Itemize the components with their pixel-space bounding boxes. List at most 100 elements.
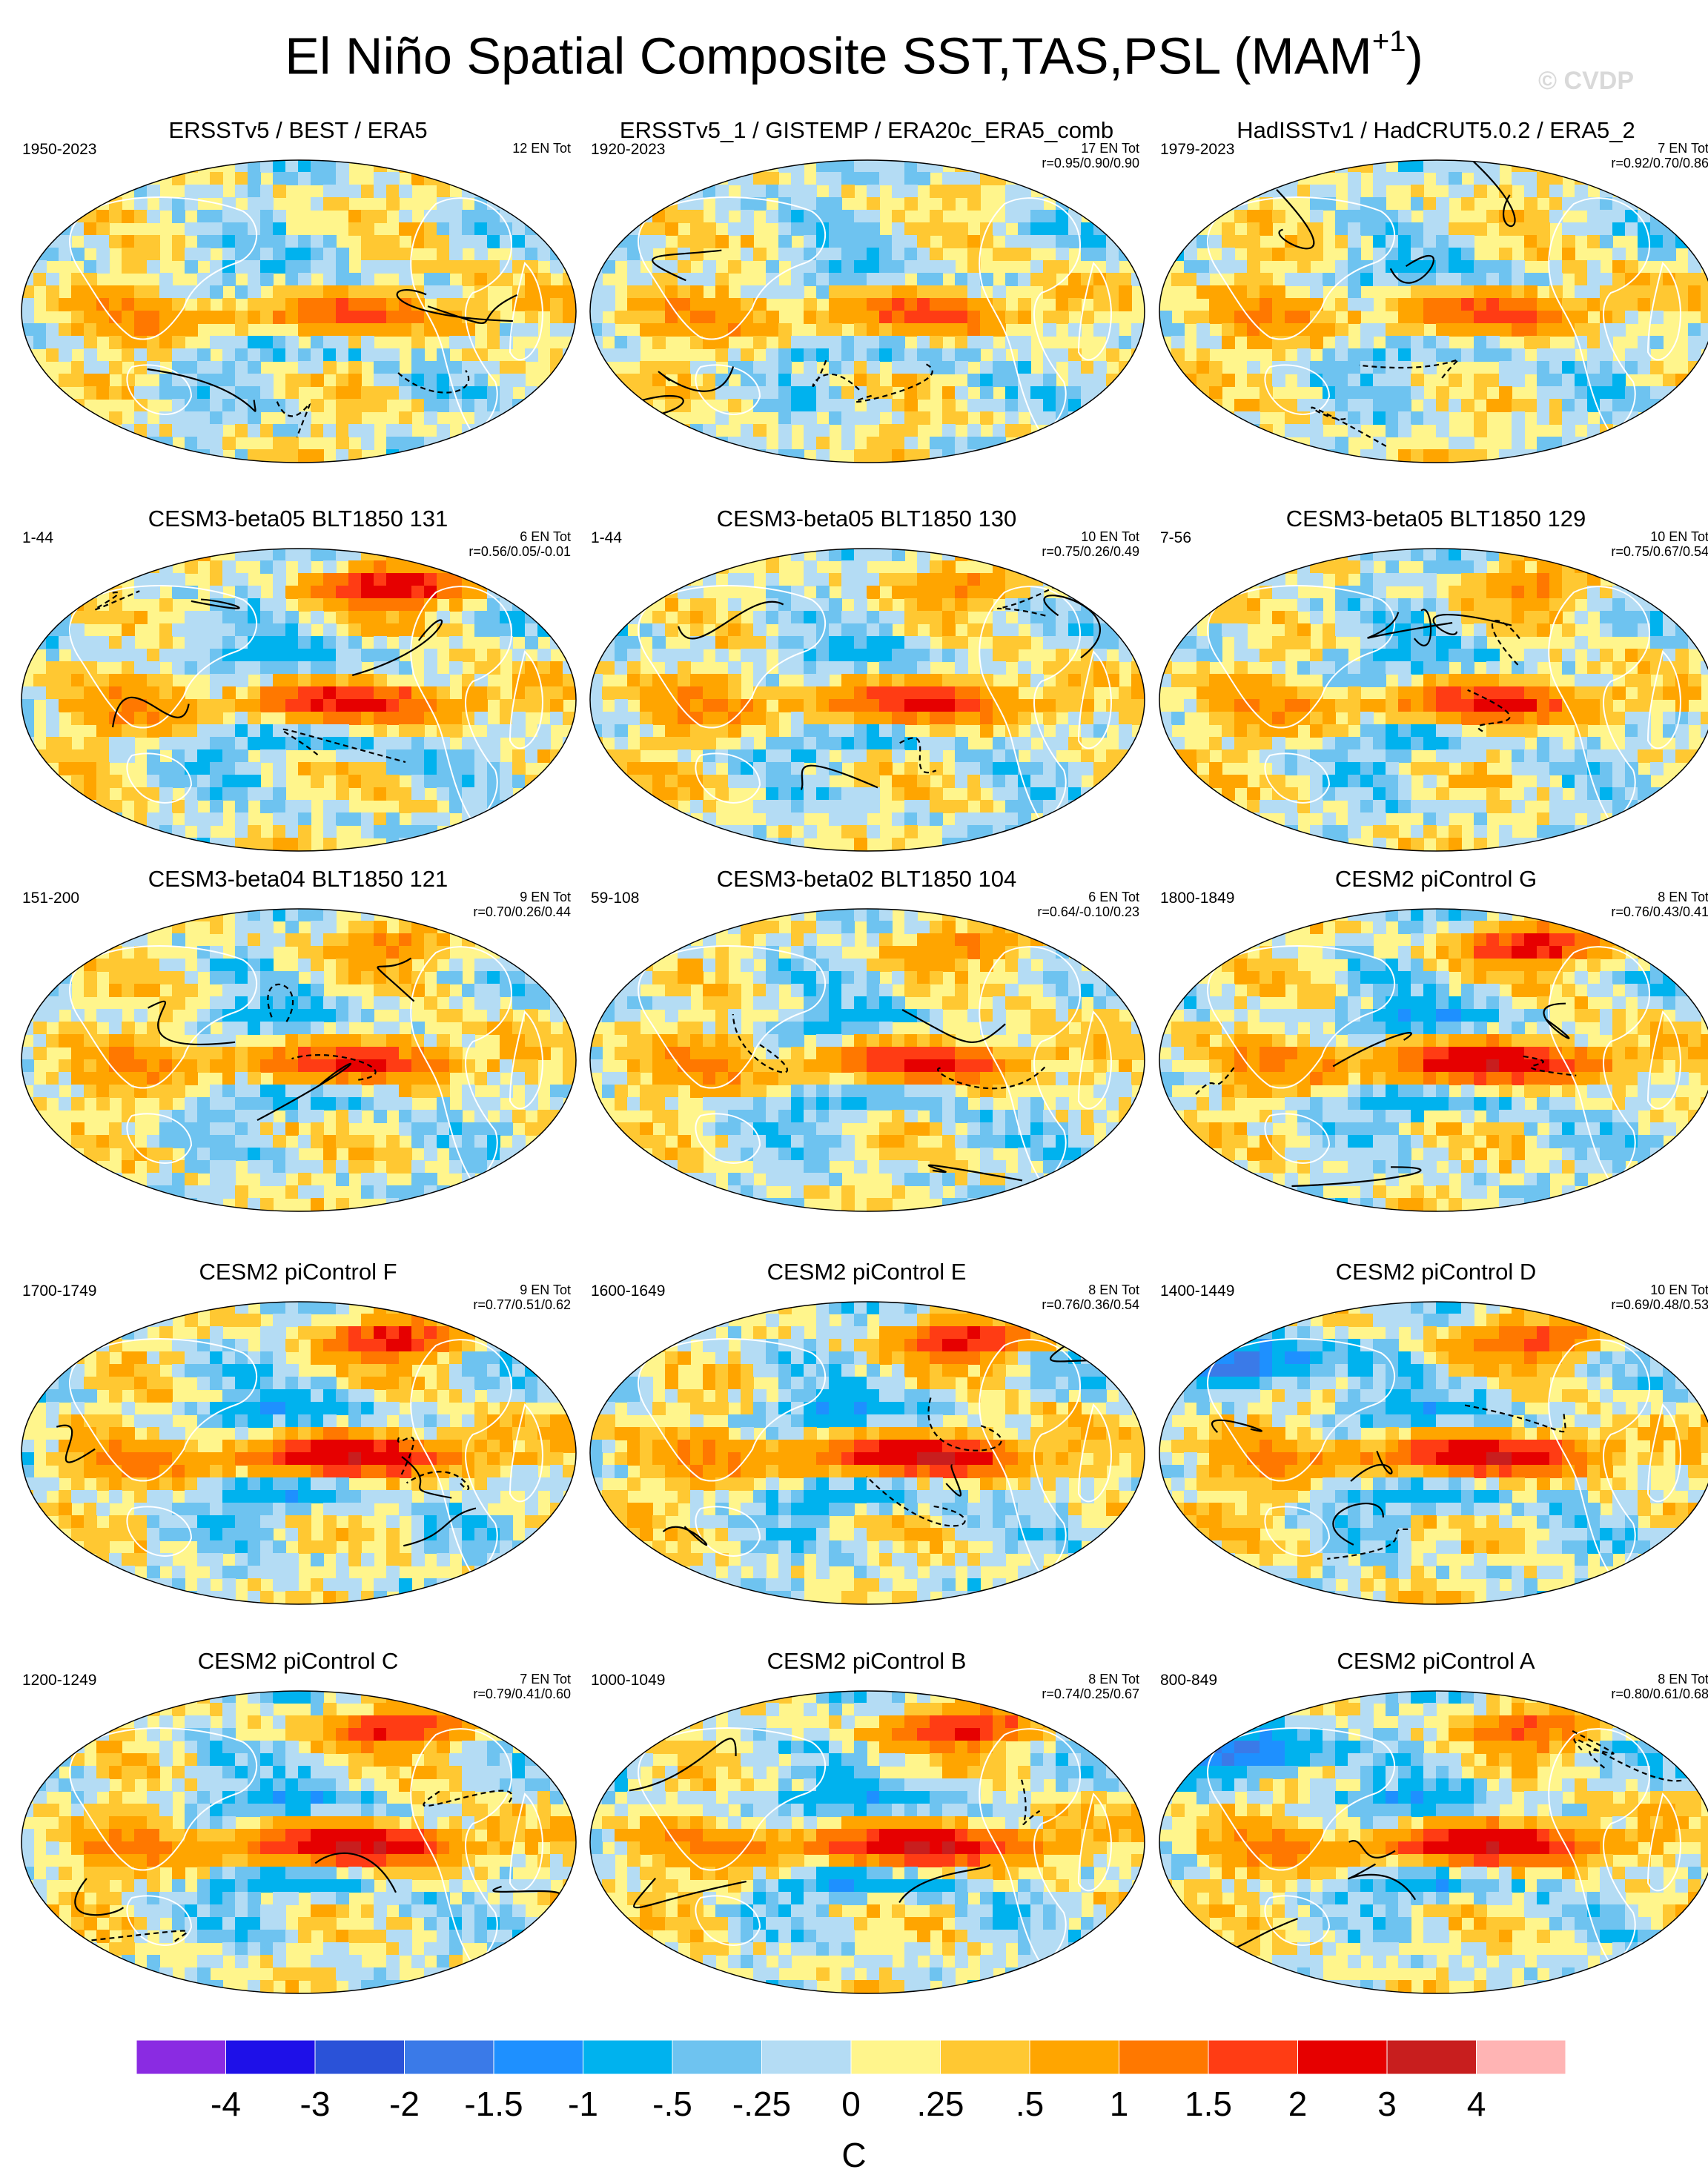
anomaly-map: [21, 908, 577, 1212]
colorbar-tick-label: 3: [1377, 2085, 1397, 2123]
panel-years: 800-849: [1160, 1672, 1218, 1689]
panel-stats: 7 EN Tot r=0.79/0.41/0.60: [473, 1672, 571, 1701]
colorbar-tick-label: 4: [1467, 2085, 1486, 2123]
panel-stats: 8 EN Tot r=0.76/0.36/0.54: [1042, 1282, 1139, 1312]
panel-title: CESM3-beta05 BLT1850 130: [716, 506, 1017, 532]
panel-title: CESM3-beta04 BLT1850 121: [148, 866, 448, 892]
colorbar-tick-label: .5: [1016, 2085, 1044, 2123]
panel-title: HadISSTv1 / HadCRUT5.0.2 / ERA5_2: [1237, 117, 1635, 143]
colorbar-tick-label: -3: [300, 2085, 331, 2123]
map-panel: ERSSTv5 / BEST / ERA5 1950-2023 12 EN Tot: [13, 117, 583, 463]
panel-years: 1700-1749: [22, 1282, 97, 1300]
colorbar-swatch: [850, 2039, 941, 2075]
map-panel: CESM2 piControl F 1700-1749 9 EN Tot r=0.77…: [13, 1259, 583, 1605]
panel-title: CESM2 piControl A: [1337, 1648, 1535, 1674]
map-panel: CESM2 piControl G 1800-1849 8 EN Tot r=0.76…: [1151, 866, 1708, 1212]
panel-stats: 8 EN Tot r=0.76/0.43/0.41: [1611, 890, 1708, 919]
anomaly-map: [1159, 1690, 1708, 1994]
colorbar-tick-label: -.25: [732, 2085, 791, 2123]
panel-stats: 6 EN Tot r=0.56/0.05/-0.01: [469, 529, 571, 559]
colorbar-tick-label: .25: [917, 2085, 964, 2123]
colorbar-swatch: [404, 2039, 494, 2075]
panel-stats: 12 EN Tot: [512, 141, 571, 156]
event-count: 8 EN Tot: [1088, 1282, 1139, 1297]
panel-years: 1800-1849: [1160, 890, 1235, 907]
colorbar-tick-label: 0: [841, 2085, 861, 2123]
pattern-correlation: r=0.95/0.90/0.90: [1042, 156, 1139, 171]
panel-years: 1000-1049: [591, 1672, 666, 1689]
map-panel: CESM2 piControl C 1200-1249 7 EN Tot r=0.79…: [13, 1648, 583, 1994]
panel-years: 1920-2023: [591, 141, 666, 158]
map-panel: CESM2 piControl E 1600-1649 8 EN Tot r=0.76…: [582, 1259, 1151, 1605]
anomaly-map: [589, 1301, 1145, 1605]
panel-stats: 17 EN Tot r=0.95/0.90/0.90: [1042, 141, 1139, 171]
panel-title: CESM2 piControl D: [1335, 1259, 1537, 1285]
anomaly-map: [1159, 159, 1708, 463]
event-count: 10 EN Tot: [1650, 1282, 1708, 1297]
pattern-correlation: r=0.75/0.67/0.54: [1611, 544, 1708, 559]
colorbar-swatch: [1208, 2039, 1298, 2075]
map-panel: CESM2 piControl D 1400-1449 10 EN Tot r=0.6…: [1151, 1259, 1708, 1605]
event-count: 17 EN Tot: [1081, 141, 1139, 156]
map-panel: CESM2 piControl B 1000-1049 8 EN Tot r=0.74…: [582, 1648, 1151, 1994]
colorbar-swatch: [314, 2039, 405, 2075]
pattern-correlation: r=0.76/0.43/0.41: [1611, 904, 1708, 919]
anomaly-map: [21, 159, 577, 463]
anomaly-map: [589, 159, 1145, 463]
panel-title: CESM2 piControl B: [767, 1648, 967, 1674]
panel-years: 7-56: [1160, 529, 1192, 546]
anomaly-map: [21, 548, 577, 852]
event-count: 10 EN Tot: [1650, 529, 1708, 544]
panel-title: CESM2 piControl G: [1334, 866, 1537, 892]
colorbar-tick-label: -1.5: [464, 2085, 523, 2123]
panel-stats: 10 EN Tot r=0.75/0.26/0.49: [1042, 529, 1139, 559]
panel-title: ERSSTv5 / BEST / ERA5: [168, 117, 428, 143]
colorbar-swatch: [493, 2039, 583, 2075]
colorbar-swatch: [1297, 2039, 1388, 2075]
panel-years: 1600-1649: [591, 1282, 666, 1300]
panel-title: ERSSTv5_1 / GISTEMP / ERA20c_ERA5_comb: [619, 117, 1114, 143]
pattern-correlation: r=0.56/0.05/-0.01: [469, 544, 571, 559]
panel-years: 1950-2023: [22, 141, 97, 158]
event-count: 10 EN Tot: [1081, 529, 1139, 544]
pattern-correlation: r=0.69/0.48/0.53: [1611, 1297, 1708, 1312]
panel-years: 1-44: [591, 529, 623, 546]
panel-title: CESM2 piControl F: [199, 1259, 397, 1285]
anomaly-map: [21, 1690, 577, 1994]
colorbar-swatch: [940, 2039, 1030, 2075]
map-panel: HadISSTv1 / HadCRUT5.0.2 / ERA5_2 1979-20…: [1151, 117, 1708, 463]
colorbar-tick-label: 1: [1110, 2085, 1129, 2123]
panel-stats: 6 EN Tot r=0.64/-0.10/0.23: [1037, 890, 1139, 919]
panel-title: CESM2 piControl E: [767, 1259, 967, 1285]
panel-stats: 10 EN Tot r=0.75/0.67/0.54: [1611, 529, 1708, 559]
colorbar-tick-label: 1.5: [1185, 2085, 1232, 2123]
event-count: 8 EN Tot: [1088, 1672, 1139, 1687]
map-panel: CESM3-beta05 BLT1850 129 7-56 10 EN Tot r=0…: [1151, 506, 1708, 852]
colorbar-tick-label: -1: [568, 2085, 598, 2123]
colorbar-swatch: [672, 2039, 762, 2075]
event-count: 6 EN Tot: [520, 529, 571, 544]
anomaly-map: [589, 908, 1145, 1212]
anomaly-map: [589, 1690, 1145, 1994]
colorbar-swatch: [1029, 2039, 1119, 2075]
figure-title: El Niño Spatial Composite SST,TAS,PSL (M…: [285, 25, 1423, 85]
event-count: 7 EN Tot: [1658, 141, 1708, 156]
panel-years: 1-44: [22, 529, 54, 546]
colorbar-tick-label: -.5: [652, 2085, 692, 2123]
colorbar-tick-label: 2: [1288, 2085, 1308, 2123]
event-count: 9 EN Tot: [520, 890, 571, 904]
colorbar-swatch: [583, 2039, 673, 2075]
panel-stats: 10 EN Tot r=0.69/0.48/0.53: [1611, 1282, 1708, 1312]
event-count: 8 EN Tot: [1658, 1672, 1708, 1687]
event-count: 8 EN Tot: [1658, 890, 1708, 904]
panel-years: 1979-2023: [1160, 141, 1235, 158]
event-count: 7 EN Tot: [520, 1672, 571, 1687]
map-panel: CESM3-beta04 BLT1850 121 151-200 9 EN Tot r…: [13, 866, 583, 1212]
colorbar-swatch: [225, 2039, 316, 2075]
colorbar-tick-label: -2: [389, 2085, 420, 2123]
colorbar-swatch: [761, 2039, 852, 2075]
colorbar-tick-label: -4: [211, 2085, 241, 2123]
map-panel: ERSSTv5_1 / GISTEMP / ERA20c_ERA5_comb 19…: [582, 117, 1151, 463]
pattern-correlation: r=0.74/0.25/0.67: [1042, 1687, 1139, 1701]
map-panel: CESM2 piControl A 800-849 8 EN Tot r=0.80/0…: [1151, 1648, 1708, 1994]
